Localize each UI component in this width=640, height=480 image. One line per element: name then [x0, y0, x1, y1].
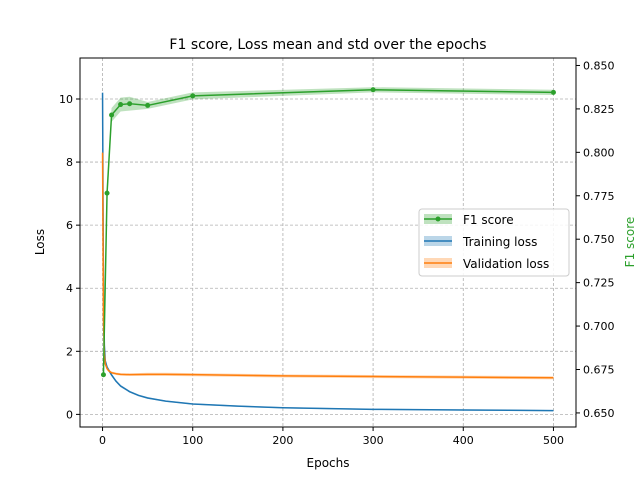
- y-tick-label: 6: [66, 219, 73, 232]
- x-tick-label: 0: [99, 434, 106, 447]
- legend-label: F1 score: [463, 213, 514, 227]
- x-tick-label: 100: [182, 434, 203, 447]
- legend-label: Validation loss: [463, 257, 549, 271]
- y-tick-label: 2: [66, 345, 73, 358]
- legend-label: Training loss: [462, 235, 537, 249]
- x-tick-label: 300: [363, 434, 384, 447]
- data-point-f1-score: [190, 93, 196, 99]
- y2-tick-label: 0.675: [583, 363, 615, 376]
- y2-axis-ticks: 0.650 0.675 0.700 0.725 0.750 0.775 0.800 0.825…: [576, 59, 615, 420]
- y-axis-label: Loss: [33, 229, 47, 255]
- x-axis-label: Epochs: [307, 456, 350, 470]
- series-markers: [100, 87, 556, 378]
- data-point-f1-score: [550, 89, 556, 95]
- y2-axis-label: F1 score: [623, 217, 637, 268]
- x-tick-label: 500: [543, 434, 564, 447]
- y2-tick-label: 0.725: [583, 277, 615, 290]
- y-axis-ticks: 0 2 4 6 8 10: [59, 93, 80, 421]
- y-tick-label: 0: [66, 408, 73, 421]
- x-tick-label: 200: [272, 434, 293, 447]
- legend-entry-f1-score: F1 score: [424, 213, 514, 227]
- x-tick-label: 400: [453, 434, 474, 447]
- y-tick-label: 10: [59, 93, 73, 106]
- y2-tick-label: 0.850: [583, 59, 615, 72]
- data-point-f1-score: [370, 87, 376, 93]
- data-point-f1-score: [100, 372, 106, 378]
- legend: F1 score Training loss Validation loss: [418, 208, 570, 277]
- y2-tick-label: 0.775: [583, 190, 615, 203]
- data-point-f1-score: [145, 102, 151, 108]
- y2-tick-label: 0.750: [583, 233, 615, 246]
- legend-swatch-marker: [435, 216, 441, 222]
- data-point-f1-score: [104, 190, 110, 196]
- y-tick-label: 8: [66, 156, 73, 169]
- data-point-f1-score: [109, 112, 115, 118]
- legend-box: [418, 208, 570, 277]
- data-point-f1-score: [127, 101, 133, 107]
- y2-tick-label: 0.825: [583, 103, 615, 116]
- series-line-validation-loss: [101, 152, 554, 379]
- chart-title: F1 score, Loss mean and std over the epo…: [169, 37, 486, 53]
- x-axis-ticks: 0 100 200 300 400 500: [99, 427, 564, 447]
- y2-tick-label: 0.650: [583, 407, 615, 420]
- y2-tick-label: 0.700: [583, 320, 615, 333]
- y2-tick-label: 0.800: [583, 146, 615, 159]
- y-tick-label: 4: [66, 282, 73, 295]
- plot-frame: [79, 57, 577, 428]
- legend-entry-validation-loss: Validation loss: [424, 257, 549, 271]
- data-point-f1-score: [118, 102, 124, 108]
- legend-entry-training-loss: Training loss: [424, 235, 537, 249]
